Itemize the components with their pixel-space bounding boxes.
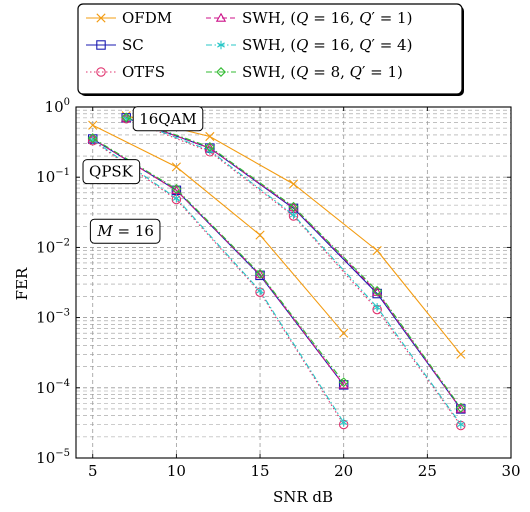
legend-label: SWH, (Q = 16, Q′ = 1) bbox=[242, 9, 412, 27]
y-tick-label: 10−5 bbox=[36, 448, 70, 467]
annotations: 16QAM QPSK M = 16 bbox=[82, 106, 204, 244]
y-tick-label: 10−2 bbox=[36, 237, 70, 256]
annotation-box bbox=[132, 106, 204, 132]
x-tick-label: 15 bbox=[250, 462, 269, 480]
asterisk-marker bbox=[456, 420, 465, 429]
diamond-marker bbox=[87, 133, 98, 144]
annotation-3: M = 16 bbox=[89, 218, 161, 244]
x-marker bbox=[255, 230, 265, 240]
annotation-1: 16QAM bbox=[132, 106, 204, 132]
series-6-line-2 bbox=[126, 116, 462, 409]
series-3 bbox=[87, 114, 466, 431]
asterisk-marker bbox=[256, 286, 264, 296]
legend-label: SWH, (Q = 16, Q′ = 4) bbox=[242, 36, 412, 54]
x-marker bbox=[88, 120, 98, 130]
x-marker bbox=[171, 162, 181, 172]
x-marker bbox=[372, 246, 382, 256]
diamond-marker bbox=[338, 377, 349, 388]
y-tick-label: 100 bbox=[45, 97, 70, 116]
legend-entry-3: OTFS bbox=[86, 63, 165, 81]
square-marker bbox=[372, 288, 382, 299]
legend: OFDM SC OTFS SWH, (Q = 16, Q′ = 1) SWH, (Q =… bbox=[77, 3, 464, 96]
legend-entry-5: SWH, (Q = 16, Q′ = 4) bbox=[206, 36, 412, 54]
diamond-marker bbox=[171, 183, 182, 194]
x-tick-label: 25 bbox=[418, 462, 437, 480]
annotation-box bbox=[82, 159, 141, 185]
series-layer bbox=[87, 111, 466, 431]
series-1-line-1 bbox=[92, 124, 345, 334]
asterisk-marker bbox=[373, 303, 382, 312]
legend-entry-4: SWH, (Q = 16, Q′ = 1) bbox=[206, 9, 412, 27]
tick-labels: 5 10 15 20 25 30 100 10−1 10−2 10−3 10−4 10−5 bbox=[36, 97, 520, 480]
series-6 bbox=[87, 112, 466, 413]
grid bbox=[76, 107, 511, 458]
annotation-label: QPSK bbox=[89, 163, 134, 181]
legend-label: OTFS bbox=[122, 63, 165, 81]
asterisk-marker bbox=[217, 40, 225, 50]
series-3-line-2 bbox=[125, 118, 462, 426]
x-marker bbox=[288, 179, 299, 189]
diamond-marker bbox=[372, 285, 383, 296]
diamond-marker bbox=[288, 201, 299, 212]
annotation-2: QPSK bbox=[82, 159, 141, 185]
y-tick-label: 10−3 bbox=[36, 308, 70, 327]
legend-box bbox=[77, 3, 463, 95]
legend-label: SWH, (Q = 8, Q′ = 1) bbox=[242, 63, 403, 81]
legend-entry-1: OFDM bbox=[86, 9, 172, 27]
legend-label: OFDM bbox=[122, 9, 172, 27]
y-axis-label: FER bbox=[13, 267, 31, 300]
x-marker bbox=[205, 131, 215, 142]
asterisk-marker bbox=[339, 418, 348, 427]
series-4-line-2 bbox=[126, 117, 462, 410]
x-tick-label: 10 bbox=[167, 462, 186, 480]
legend-entry-2: SC bbox=[86, 36, 144, 54]
square-marker bbox=[96, 40, 106, 50]
x-tick-label: 20 bbox=[334, 462, 353, 480]
series-2 bbox=[87, 113, 466, 414]
diamond-marker bbox=[204, 141, 215, 152]
diamond-marker bbox=[255, 268, 266, 279]
legend-entry-6: SWH, (Q = 8, Q′ = 1) bbox=[206, 63, 403, 81]
y-tick-label: 10−4 bbox=[36, 378, 70, 397]
legend-label: SC bbox=[122, 36, 144, 54]
asterisk-marker bbox=[172, 194, 181, 203]
x-tick-label: 5 bbox=[88, 462, 98, 480]
x-tick-label: 30 bbox=[501, 462, 520, 480]
series-5 bbox=[88, 114, 465, 429]
y-tick-label: 10−1 bbox=[36, 167, 70, 186]
plot-frame bbox=[75, 106, 512, 459]
triangle-marker bbox=[215, 12, 227, 22]
diamond-marker bbox=[216, 67, 226, 77]
annotation-label: M = 16 bbox=[96, 222, 154, 240]
x-axis-label: SNR dB bbox=[273, 488, 333, 506]
series-3-line-1 bbox=[92, 140, 345, 425]
x-marker bbox=[339, 328, 349, 338]
x-marker bbox=[456, 349, 466, 359]
annotation-label: 16QAM bbox=[139, 110, 197, 128]
annotation-box bbox=[89, 218, 161, 244]
diamond-marker bbox=[121, 112, 132, 123]
diamond-marker bbox=[455, 402, 466, 413]
circle-marker bbox=[96, 67, 106, 77]
axes-frame bbox=[75, 106, 512, 459]
asterisk-marker bbox=[289, 210, 298, 220]
series-5-line-2 bbox=[126, 117, 462, 425]
x-marker bbox=[96, 13, 106, 23]
